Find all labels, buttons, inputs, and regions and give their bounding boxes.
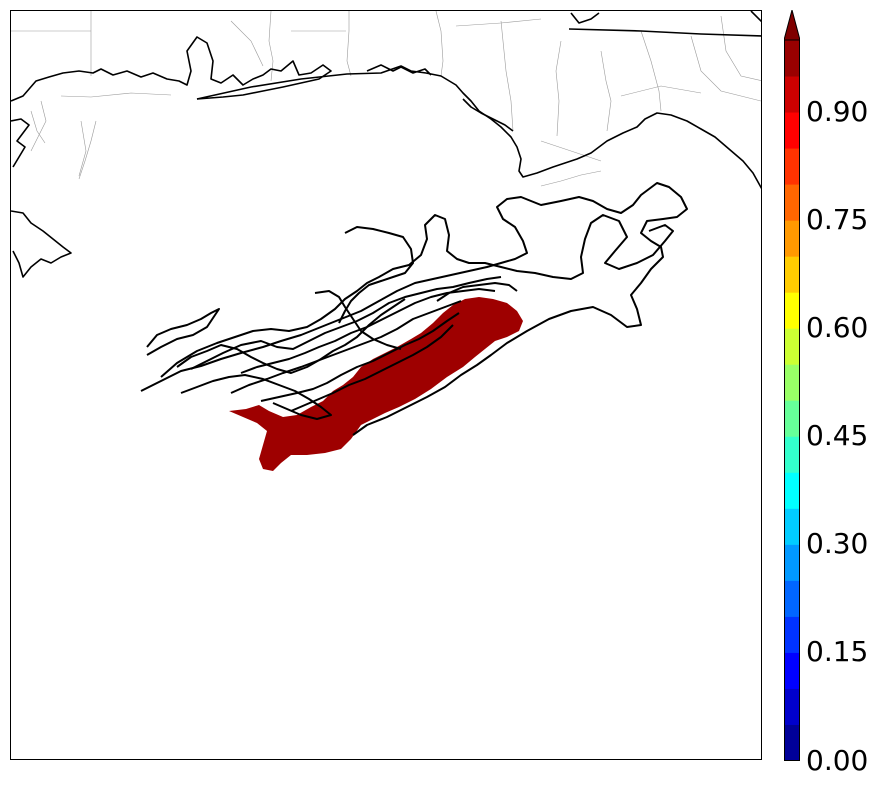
colorbar-segment xyxy=(784,400,800,437)
colorbar-segment xyxy=(784,112,800,149)
map-frame xyxy=(10,10,762,760)
colorbar-segment xyxy=(784,436,800,473)
colorbar-extend-arrow xyxy=(784,10,800,41)
colorbar-segment xyxy=(784,256,800,293)
coastline xyxy=(11,11,761,278)
colorbar-segment xyxy=(784,472,800,509)
map-canvas xyxy=(11,11,761,471)
colorbar-segment xyxy=(784,544,800,581)
colorbar-segment xyxy=(784,148,800,185)
colorbar-segment xyxy=(784,328,800,365)
colorbar-segment xyxy=(784,40,800,77)
colorbar-tick-4: 0.60 xyxy=(806,311,869,345)
probability-region xyxy=(229,297,523,471)
colorbar-segment xyxy=(784,724,800,761)
colorbar-outline xyxy=(784,39,800,761)
colorbar-segment xyxy=(784,508,800,545)
colorbar-tick-3: 0.45 xyxy=(806,419,869,453)
colorbar-tick-2: 0.30 xyxy=(806,527,869,561)
colorbar-segment xyxy=(784,688,800,725)
colorbar-segment xyxy=(784,292,800,329)
colorbar-segment xyxy=(784,76,800,113)
colorbar-segment xyxy=(784,184,800,221)
colorbar xyxy=(784,10,800,761)
colorbar-segment xyxy=(784,220,800,257)
colorbar-segment xyxy=(784,616,800,653)
state-borders xyxy=(11,11,761,177)
shoreline-detail xyxy=(30,92,602,187)
colorbar-segments xyxy=(784,40,800,761)
colorbar-tick-0: 0.00 xyxy=(806,743,869,777)
colorbar-segment xyxy=(784,364,800,401)
colorbar-segment xyxy=(784,580,800,617)
colorbar-tick-6: 0.90 xyxy=(806,95,869,129)
trajectories xyxy=(140,182,688,436)
colorbar-tick-1: 0.15 xyxy=(806,635,869,669)
colorbar-tick-5: 0.75 xyxy=(806,203,869,237)
colorbar-segment xyxy=(784,652,800,689)
